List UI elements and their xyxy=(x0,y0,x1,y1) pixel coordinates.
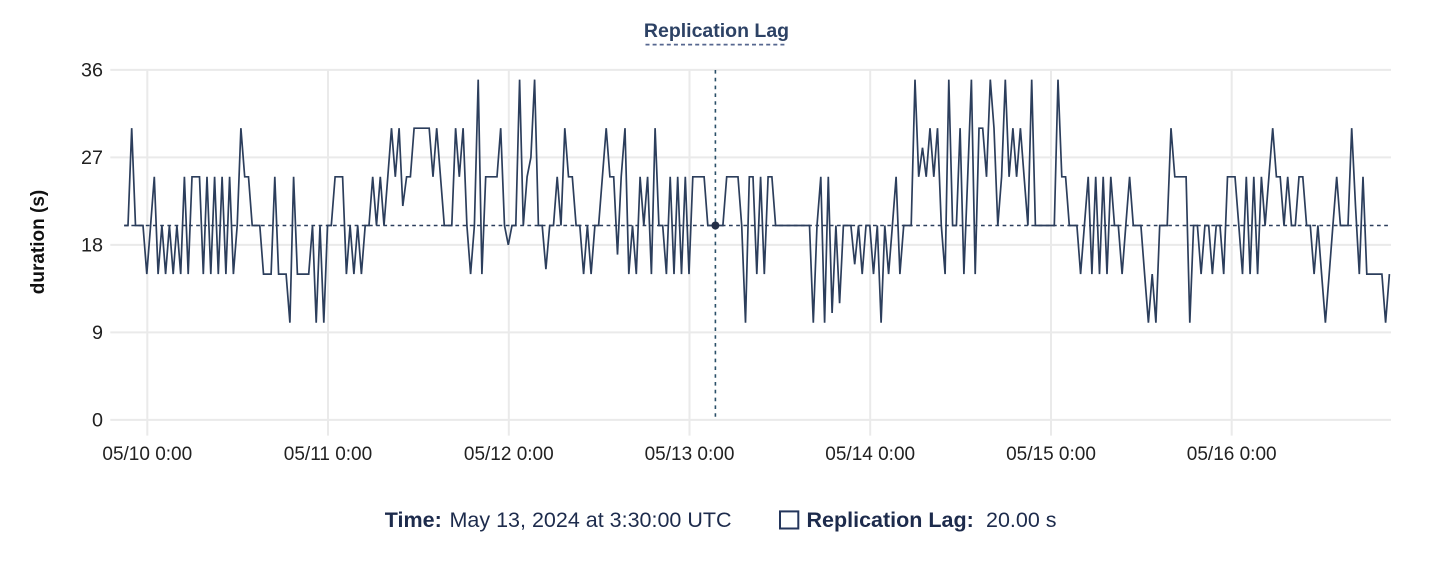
svg-text:05/13 0:00: 05/13 0:00 xyxy=(645,444,735,465)
svg-text:Replication Lag: Replication Lag xyxy=(644,20,789,42)
svg-text:05/12 0:00: 05/12 0:00 xyxy=(464,444,554,465)
svg-text:05/15 0:00: 05/15 0:00 xyxy=(1006,444,1096,465)
svg-text:05/16 0:00: 05/16 0:00 xyxy=(1187,444,1277,465)
svg-text:05/10 0:00: 05/10 0:00 xyxy=(102,444,192,465)
svg-text:0: 0 xyxy=(92,410,103,432)
svg-text:05/14 0:00: 05/14 0:00 xyxy=(825,444,915,465)
svg-text:18: 18 xyxy=(81,235,103,257)
svg-text:Time:: Time: xyxy=(385,508,442,532)
svg-text:Replication Lag:: Replication Lag: xyxy=(807,508,974,532)
svg-text:20.00 s: 20.00 s xyxy=(986,508,1057,532)
svg-text:36: 36 xyxy=(81,60,103,82)
svg-text:05/11 0:00: 05/11 0:00 xyxy=(284,444,372,465)
svg-text:27: 27 xyxy=(81,147,103,169)
svg-text:duration (s): duration (s) xyxy=(28,190,49,295)
svg-text:9: 9 xyxy=(92,322,103,344)
svg-text:May 13, 2024 at 3:30:00 UTC: May 13, 2024 at 3:30:00 UTC xyxy=(450,508,732,532)
